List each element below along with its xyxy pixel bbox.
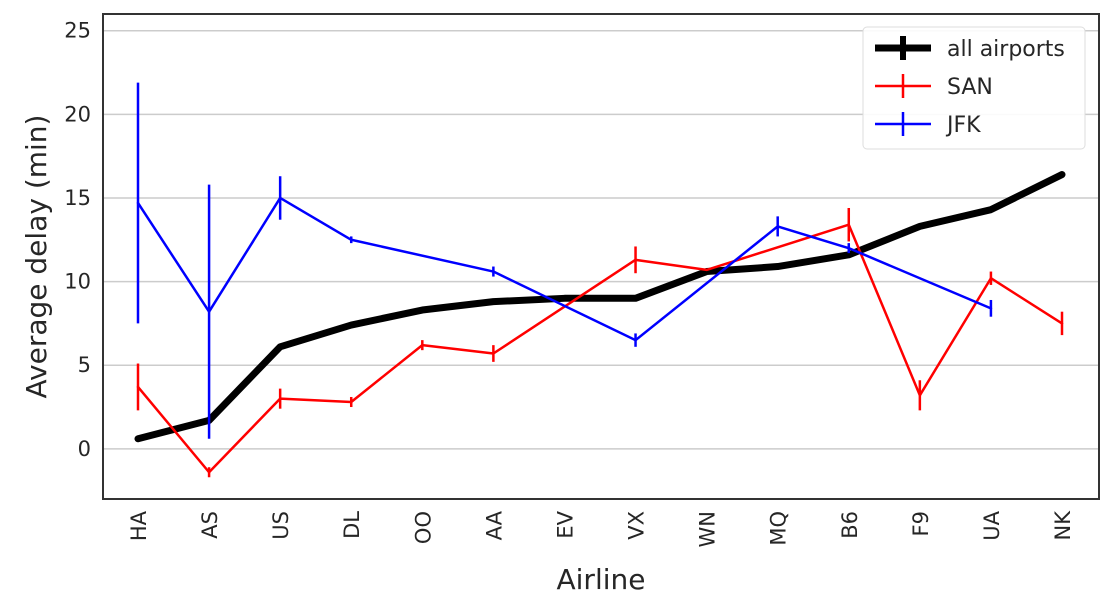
x-tick-label: AS [198, 511, 222, 539]
x-tick-label: VX [625, 511, 649, 540]
y-tick-label: 15 [64, 186, 91, 210]
legend-label: SAN [947, 75, 993, 100]
y-tick-label: 0 [78, 437, 91, 461]
x-axis-label: Airline [557, 563, 646, 596]
y-axis-ticks: 0 5 10 15 20 25 [64, 19, 91, 461]
x-tick-label: HA [127, 510, 151, 541]
x-tick-label: AA [482, 510, 506, 540]
legend-entry: JFK [875, 112, 981, 138]
x-tick-label: MQ [767, 511, 791, 546]
y-tick-label: 20 [64, 102, 91, 126]
series-all-airports [134, 171, 1066, 443]
legend-entry: all airports [875, 36, 1065, 62]
x-tick-label: UA [980, 510, 1004, 540]
series-line-jfk [136, 196, 993, 342]
x-tick-label: WN [696, 511, 720, 547]
x-tick-label: US [269, 511, 293, 540]
plot-frame [102, 13, 1100, 500]
x-tick-label: B6 [838, 511, 862, 539]
x-tick-label: EV [553, 510, 577, 538]
x-tick-label: OO [411, 511, 435, 544]
series-lines [134, 82, 1066, 478]
y-tick-label: 5 [78, 353, 91, 377]
x-tick-label: NK [1051, 510, 1075, 541]
legend-label: JFK [945, 113, 981, 138]
legend-box [862, 26, 1086, 150]
x-tick-label: F9 [909, 511, 933, 536]
series-san [136, 208, 1064, 478]
legend: all airports SAN JFK [862, 26, 1086, 150]
legend-entry: SAN [875, 74, 993, 100]
legend-label: all airports [947, 37, 1065, 62]
y-axis-label: Average delay (min) [20, 115, 53, 399]
y-tick-label: 10 [64, 270, 91, 294]
series-line-all-airports [134, 171, 1066, 443]
y-tick-label: 25 [64, 19, 91, 43]
x-tick-label: DL [340, 511, 364, 539]
x-axis-ticks: HA AS US DL OO AA EV VX WN MQ B6 F9 UA NK [127, 510, 1075, 548]
series-jfk [136, 82, 993, 439]
